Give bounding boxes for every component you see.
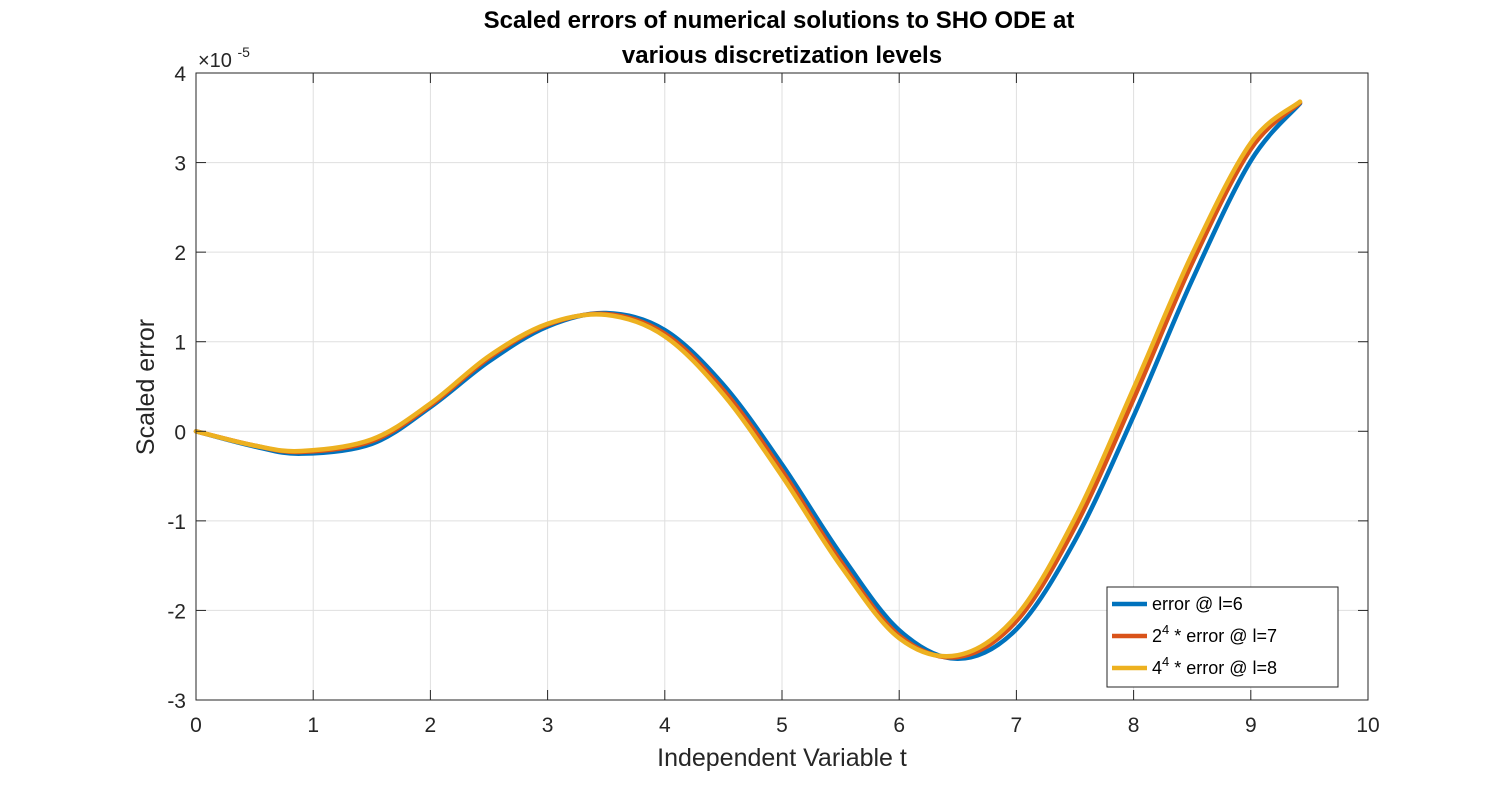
y-multiplier-base: ×10 (198, 50, 232, 72)
legend-label-3: 44 * error @ l=8 (1152, 654, 1277, 678)
legend-label-1: error @ l=6 (1152, 594, 1243, 614)
chart-title-line-2: various discretization levels (622, 42, 942, 69)
y-tick-label: -1 (167, 511, 186, 534)
chart-title-line-1: Scaled errors of numerical solutions to … (484, 7, 1075, 34)
x-tick-label: 5 (776, 714, 788, 737)
x-tick-label: 3 (542, 714, 554, 737)
series-lines (193, 99, 1303, 662)
y-tick-label: 3 (174, 153, 186, 176)
x-tick-label: 10 (1356, 714, 1379, 737)
y-tick-label: -2 (167, 600, 186, 623)
y-axis-label: Scaled error (132, 319, 160, 455)
y-multiplier-exponent: -5 (238, 44, 251, 60)
legend-label-exponent: 4 (1162, 654, 1169, 669)
legend-label-base: 2 (1152, 626, 1162, 646)
x-tick-label: 6 (893, 714, 905, 737)
x-tick-label: 4 (659, 714, 671, 737)
legend-label-base: 4 (1152, 658, 1162, 678)
y-tick-label: 0 (174, 421, 186, 444)
x-tick-label: 0 (190, 714, 202, 737)
series-line-3 (193, 99, 1303, 659)
x-tick-label: 9 (1245, 714, 1257, 737)
y-multiplier: ×10 -5 (198, 44, 250, 72)
x-tick-label: 7 (1011, 714, 1023, 737)
y-tick-label: 4 (174, 63, 186, 86)
y-tick-label: 2 (174, 242, 186, 265)
x-tick-label: 2 (425, 714, 437, 737)
x-tick-label: 8 (1128, 714, 1140, 737)
y-tick-label: 1 (174, 332, 186, 355)
legend: error @ l=624 * error @ l=744 * error @ … (1106, 586, 1339, 688)
x-tick-label: 1 (307, 714, 319, 737)
ticks: 0 1 2 3 4 5 6 7 8 9 10 -3 -2 -1 0 1 2 3 4 (167, 63, 1379, 737)
y-tick-label: -3 (167, 690, 186, 713)
legend-label-text: * error @ l=7 (1169, 626, 1277, 646)
legend-label-2: 24 * error @ l=7 (1152, 622, 1277, 646)
legend-label-exponent: 4 (1162, 622, 1169, 637)
legend-label-text: * error @ l=8 (1169, 658, 1277, 678)
x-axis-label: Independent Variable t (657, 744, 907, 772)
legend-label-text: error @ l=6 (1152, 594, 1243, 614)
